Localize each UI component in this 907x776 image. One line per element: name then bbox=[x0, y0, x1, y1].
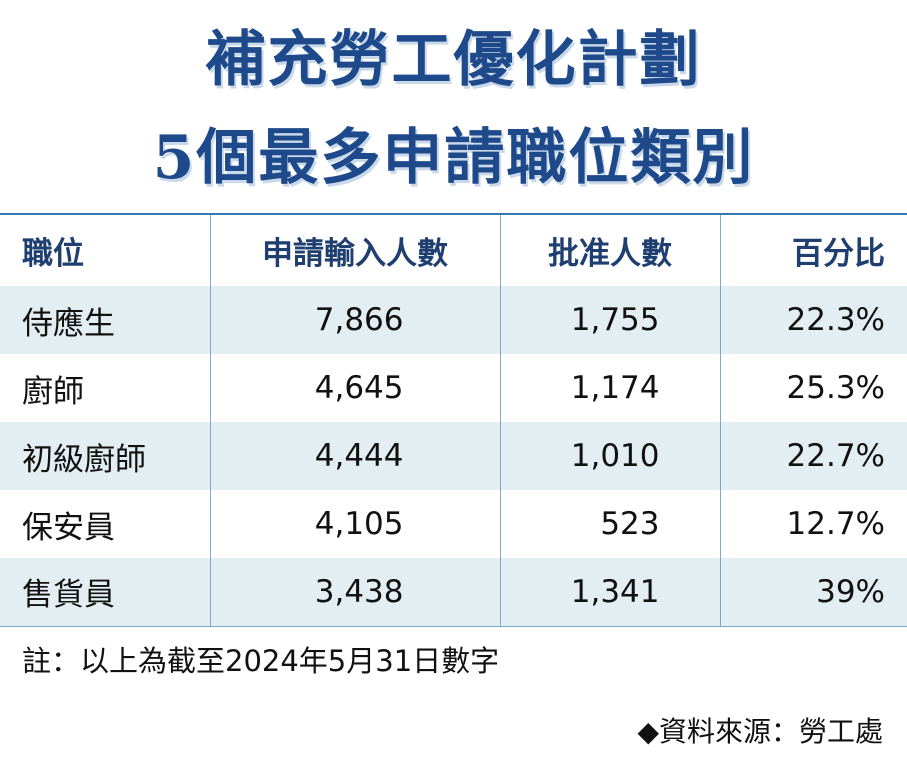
cell-position: 廚師 bbox=[0, 354, 211, 422]
cell-applied: 7,866 bbox=[209, 286, 501, 354]
cell-percent: 12.7% bbox=[719, 490, 907, 558]
cell-applied: 3,438 bbox=[209, 558, 501, 626]
cell-percent: 22.7% bbox=[719, 422, 907, 490]
cell-applied: 4,645 bbox=[209, 354, 501, 422]
table-note: 註：以上為截至2024年5月31日數字 bbox=[0, 625, 907, 692]
cell-approved: 1,341 bbox=[499, 558, 721, 626]
cell-position: 侍應生 bbox=[0, 286, 211, 354]
cell-approved: 1,010 bbox=[499, 422, 721, 490]
table-note-row: 註：以上為截至2024年5月31日數字 bbox=[0, 625, 907, 692]
header-percent: 百分比 bbox=[719, 213, 907, 286]
cell-position: 初級廚師 bbox=[0, 422, 211, 490]
cell-percent: 25.3% bbox=[719, 354, 907, 422]
title-line-1: 補充勞工優化計劃 bbox=[205, 25, 702, 95]
header-position: 職位 bbox=[0, 213, 211, 286]
cell-position: 售貨員 bbox=[0, 558, 211, 626]
header-applied: 申請輸入人數 bbox=[209, 213, 501, 286]
cell-percent: 22.3% bbox=[719, 286, 907, 354]
cell-percent: 39% bbox=[719, 558, 907, 626]
job-applications-table: 職位 申請輸入人數 批准人數 百分比 侍應生 7,866 1,755 22.3%… bbox=[0, 213, 907, 692]
header-approved: 批准人數 bbox=[499, 213, 721, 286]
table-row: 保安員 4,105 523 12.7% bbox=[0, 490, 907, 558]
table-row: 初級廚師 4,444 1,010 22.7% bbox=[0, 422, 907, 490]
cell-approved: 523 bbox=[499, 490, 721, 558]
cell-applied: 4,105 bbox=[209, 490, 501, 558]
title-line-2: 5個最多申請職位類別 bbox=[152, 123, 755, 193]
source-credit: ◆資料來源：勞工處 bbox=[637, 715, 883, 748]
cell-position: 保安員 bbox=[0, 490, 211, 558]
table-header-row: 職位 申請輸入人數 批准人數 百分比 bbox=[0, 213, 907, 286]
cell-applied: 4,444 bbox=[209, 422, 501, 490]
table-row: 廚師 4,645 1,174 25.3% bbox=[0, 354, 907, 422]
table-row: 侍應生 7,866 1,755 22.3% bbox=[0, 286, 907, 354]
cell-approved: 1,755 bbox=[499, 286, 721, 354]
table-row: 售貨員 3,438 1,341 39% bbox=[0, 558, 907, 626]
cell-approved: 1,174 bbox=[499, 354, 721, 422]
